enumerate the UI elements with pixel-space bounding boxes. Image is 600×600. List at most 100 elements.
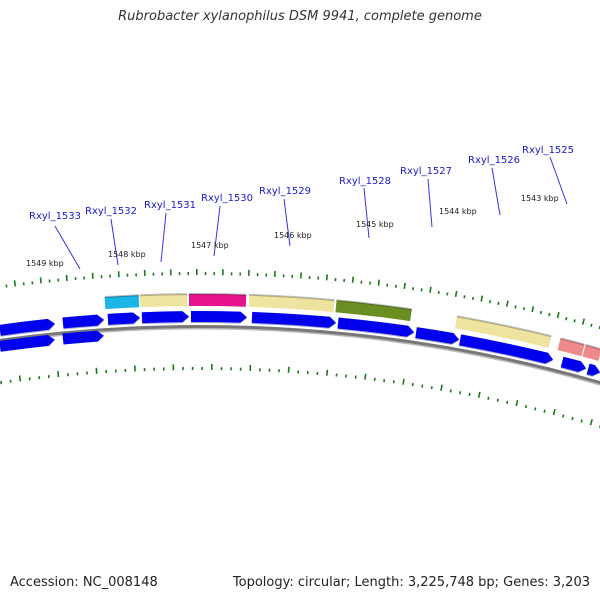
tick-mark	[496, 398, 499, 402]
tick-mark	[548, 312, 551, 317]
tick-mark	[543, 409, 546, 413]
tick-mark	[581, 318, 585, 325]
tick-mark	[552, 408, 556, 416]
feature-box-edge	[188, 292, 247, 296]
feature-box	[335, 300, 412, 322]
cds-arrow	[586, 363, 600, 376]
backbone-line	[0, 325, 600, 385]
cds-arrow	[415, 327, 460, 344]
tick-mark	[377, 279, 380, 286]
tick-mark	[515, 399, 519, 407]
gene-label[interactable]: Rxyl_1525	[522, 145, 574, 156]
tick-mark	[534, 407, 537, 411]
leader-line	[549, 156, 568, 205]
tick-mark	[463, 295, 466, 299]
kbp-label: 1546 kbp	[274, 231, 312, 240]
tick-mark	[437, 290, 440, 295]
cds-arrow	[560, 356, 587, 372]
tick-mark	[505, 300, 509, 307]
tick-mark	[531, 306, 535, 313]
gene-label[interactable]: Rxyl_1531	[144, 200, 196, 211]
leader-line	[491, 167, 501, 216]
tick-mark	[18, 375, 22, 382]
cds-track	[0, 310, 600, 377]
tick-mark	[580, 419, 583, 423]
feature-box-edge	[139, 293, 187, 297]
tick-mark	[571, 416, 574, 421]
gene-label[interactable]: Rxyl_1529	[259, 186, 311, 197]
tick-mark	[556, 312, 560, 319]
feature-box	[189, 293, 247, 307]
feature-box	[104, 295, 140, 309]
cds-arrow	[0, 335, 55, 352]
tick-mark	[524, 405, 528, 409]
tick-mark	[446, 292, 449, 296]
feature-box	[557, 338, 585, 357]
tick-mark	[539, 310, 543, 315]
feature-box	[139, 294, 188, 308]
cds-arrow	[0, 318, 55, 336]
kbp-label: 1544 kbp	[439, 207, 477, 216]
label-leaders	[54, 156, 568, 270]
accession-text: Accession: NC_008148	[10, 575, 158, 590]
genome-stats-text: Topology: circular; Length: 3,225,748 bp…	[232, 575, 590, 590]
leader-line	[160, 212, 167, 263]
tick-mark	[429, 286, 432, 293]
tick-mark	[468, 392, 471, 397]
cds-arrow	[337, 317, 415, 337]
feature-box-edge	[104, 294, 139, 299]
cds-arrow	[62, 330, 104, 345]
kbp-label: 1548 kbp	[108, 250, 146, 259]
tick-mark	[454, 290, 458, 298]
tick-mark	[488, 300, 492, 304]
map-title: Rubrobacter xylanophilus DSM 9941, compl…	[118, 9, 482, 24]
tick-mark	[421, 384, 424, 388]
tick-mark	[325, 274, 328, 281]
cds-arrow	[191, 310, 247, 323]
tick-mark	[514, 305, 517, 309]
tick-mark	[573, 319, 576, 323]
tick-mark	[420, 288, 423, 292]
kbp-label: 1547 kbp	[191, 241, 229, 250]
tick-mark	[351, 276, 354, 283]
tick-mark	[565, 317, 568, 321]
gene-label[interactable]: Rxyl_1533	[29, 211, 81, 222]
tick-mark	[480, 295, 484, 302]
tick-mark	[477, 391, 481, 398]
tick-mark	[39, 277, 42, 284]
feature-track	[104, 292, 600, 361]
tick-mark	[562, 414, 565, 418]
kbp-label: 1543 kbp	[521, 194, 559, 203]
tick-mark	[440, 384, 443, 391]
tick-mark	[506, 400, 509, 404]
gene-label[interactable]: Rxyl_1532	[85, 206, 137, 217]
cds-arrow	[141, 311, 189, 324]
cds-arrow	[62, 314, 104, 329]
tick-mark	[65, 274, 68, 281]
tick-mark	[326, 369, 329, 376]
position-ticks	[0, 269, 600, 428]
tick-mark	[589, 419, 593, 426]
tick-mark	[449, 389, 452, 393]
feature-box	[455, 316, 552, 348]
leader-line	[54, 225, 81, 270]
gene-label[interactable]: Rxyl_1528	[339, 176, 391, 187]
gene-label[interactable]: Rxyl_1527	[400, 166, 452, 177]
tick-mark	[590, 323, 593, 327]
feature-box	[582, 344, 600, 361]
tick-mark	[411, 382, 414, 387]
feature-box	[248, 294, 335, 313]
tick-mark	[402, 378, 405, 385]
tick-mark	[412, 287, 415, 291]
cds-arrow	[459, 334, 554, 364]
gene-label[interactable]: Rxyl_1526	[468, 155, 520, 166]
gene-label[interactable]: Rxyl_1530	[201, 193, 253, 204]
leader-line	[213, 205, 221, 257]
cds-arrow	[251, 311, 336, 328]
feature-box-edge	[336, 299, 413, 311]
kbp-label: 1549 kbp	[26, 259, 64, 268]
feature-box-edge	[456, 315, 552, 338]
tick-mark	[403, 282, 406, 290]
tick-mark	[459, 391, 462, 395]
tick-mark	[522, 307, 526, 311]
